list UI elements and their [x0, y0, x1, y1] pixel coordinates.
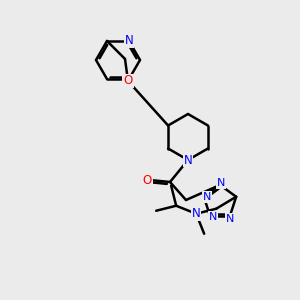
- Text: N: N: [202, 192, 211, 202]
- Text: O: O: [142, 173, 152, 187]
- Text: N: N: [124, 34, 134, 47]
- Text: N: N: [217, 178, 225, 188]
- Text: N: N: [209, 212, 217, 222]
- Text: N: N: [226, 214, 234, 224]
- Text: N: N: [192, 207, 200, 220]
- Text: N: N: [184, 154, 192, 166]
- Text: O: O: [123, 74, 133, 87]
